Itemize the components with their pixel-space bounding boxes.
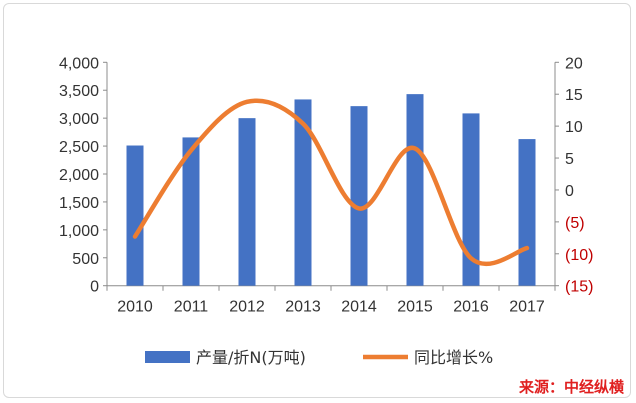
left-tick-label: 3,000 (59, 111, 99, 128)
bar-2015 (406, 94, 424, 286)
right-tick-label: 20 (565, 55, 583, 72)
right-tick-label: 10 (565, 119, 583, 136)
source-label: 来源：中经纵横 (518, 378, 624, 396)
growth-line (132, 98, 530, 267)
legend-label-growth: 同比增长% (414, 348, 493, 367)
left-tick-label: 3,500 (59, 83, 99, 100)
left-tick-label: 4,000 (59, 55, 99, 72)
x-tick-label: 2011 (174, 299, 209, 316)
bar-2012 (238, 118, 256, 286)
left-tick-label: 500 (72, 251, 99, 268)
bar-2016 (462, 113, 480, 286)
chart-frame (3, 3, 631, 398)
legend-swatch-production (145, 351, 190, 363)
bar-2010 (126, 145, 144, 286)
bar-2017 (518, 139, 536, 286)
x-tick-label: 2010 (117, 299, 153, 316)
left-tick-label: 0 (90, 279, 99, 296)
left-tick-label: 1,500 (59, 195, 99, 212)
bar-2013 (294, 99, 312, 286)
bar-2014 (350, 106, 368, 286)
x-tick-label: 2013 (285, 299, 321, 316)
x-tick-label: 2016 (453, 299, 489, 316)
right-tick-label: (5) (565, 215, 585, 232)
legend-label-production: 产量/折N(万吨) (196, 348, 306, 367)
bar-2011 (182, 137, 200, 286)
right-tick-label: (10) (565, 247, 593, 264)
left-tick-label: 1,000 (59, 223, 99, 240)
right-tick-label: 0 (565, 183, 574, 200)
x-tick-label: 2017 (509, 299, 545, 316)
right-tick-label: 5 (565, 151, 574, 168)
x-tick-label: 2012 (229, 299, 265, 316)
left-tick-label: 2,500 (59, 139, 99, 156)
x-tick-label: 2015 (397, 299, 433, 316)
right-tick-label: (15) (565, 279, 593, 296)
x-tick-label: 2014 (341, 299, 377, 316)
right-tick-label: 15 (565, 87, 583, 104)
left-tick-label: 2,000 (59, 167, 99, 184)
